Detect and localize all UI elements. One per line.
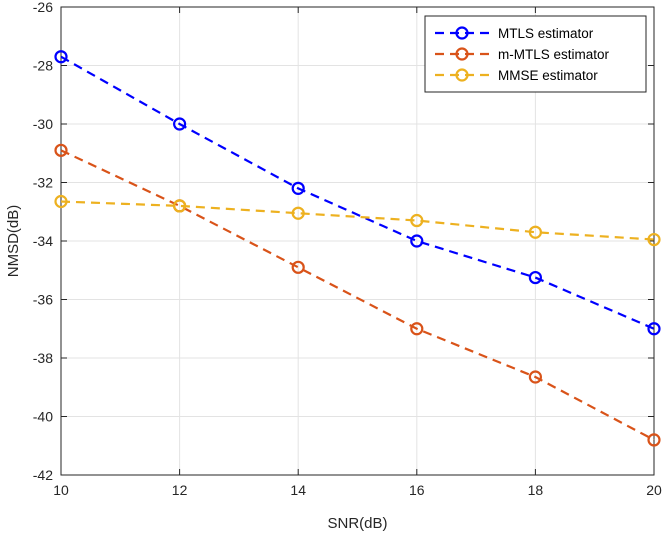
series-line — [60, 55, 655, 330]
legend-item: MMSE estimator — [435, 68, 598, 83]
data-point — [54, 50, 68, 64]
legend-item: m-MTLS estimator — [435, 47, 610, 62]
data-point — [410, 234, 424, 248]
y-tick-label: -38 — [33, 350, 53, 366]
y-tick-label: -32 — [33, 175, 53, 191]
data-point — [647, 433, 661, 447]
data-point — [410, 213, 424, 228]
data-point — [528, 225, 543, 239]
y-tick-label: -36 — [33, 292, 53, 308]
data-point — [54, 194, 68, 209]
x-tick-label: 16 — [409, 482, 425, 498]
x-tick-label: 20 — [646, 482, 662, 498]
legend-marker — [455, 47, 469, 61]
y-tick-label: -26 — [33, 0, 53, 15]
y-tick-label: -40 — [33, 409, 53, 425]
y-axis-label: NMSD(dB) — [5, 205, 22, 278]
data-point — [291, 260, 305, 274]
legend-label: m-MTLS estimator — [498, 47, 610, 62]
x-axis-label: SNR(dB) — [327, 515, 387, 532]
series-2 — [54, 194, 661, 247]
legend-box — [424, 15, 647, 93]
y-tick-label: -28 — [33, 58, 53, 74]
legend: MTLS estimator m-MTLS estimator MMSE estim… — [424, 15, 647, 93]
legend-marker — [455, 68, 469, 82]
series-1 — [54, 143, 661, 447]
legend-item: MTLS estimator — [435, 26, 594, 41]
series-line — [60, 149, 655, 441]
data-point — [410, 322, 424, 336]
series-line — [60, 200, 655, 241]
ticks: 10 12 14 16 18 20 -42 -40 -38 -36 -34 -32 -30 -28 -26 — [33, 0, 662, 498]
data-point — [173, 199, 187, 213]
legend-label: MTLS estimator — [498, 26, 594, 41]
series-0 — [54, 50, 661, 336]
data-point — [647, 322, 661, 336]
data-point — [54, 143, 68, 157]
data-point — [528, 270, 543, 285]
x-tick-label: 18 — [528, 482, 544, 498]
data-point — [528, 370, 543, 384]
legend-label: MMSE estimator — [498, 68, 598, 83]
series-layer — [54, 50, 661, 447]
x-tick-label: 12 — [172, 482, 188, 498]
y-tick-label: -30 — [33, 116, 53, 132]
y-tick-label: -34 — [33, 233, 53, 249]
x-tick-label: 10 — [53, 482, 69, 498]
y-tick-label: -42 — [33, 467, 53, 483]
data-point — [291, 181, 305, 195]
data-point — [291, 206, 305, 220]
data-point — [173, 117, 187, 131]
x-tick-label: 14 — [290, 482, 306, 498]
legend-marker — [455, 26, 469, 40]
data-point — [647, 232, 661, 247]
